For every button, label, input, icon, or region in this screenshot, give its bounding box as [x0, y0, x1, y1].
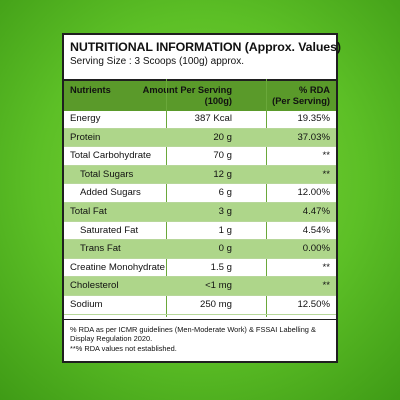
- nutrient-name: Total Sugars: [80, 168, 134, 180]
- nutrient-rda: **: [322, 150, 330, 162]
- nutrient-rda: 12.00%: [297, 187, 330, 199]
- nutrient-rda: 19.35%: [297, 113, 330, 124]
- header-amount-line1: Amount Per Serving: [142, 85, 232, 95]
- nutrient-amount: 250 mg: [200, 298, 232, 310]
- table-row: Sodium 250 mg 12.50%: [64, 296, 336, 315]
- nutrient-name: Protein: [70, 131, 101, 143]
- nutrient-name: Total Fat: [70, 205, 107, 217]
- nutrient-rda: 0.00%: [302, 243, 330, 255]
- header-amount: Amount Per Serving (100g): [143, 85, 232, 107]
- table-row: Trans Fat 0 g 0.00%: [64, 240, 336, 259]
- nutrient-amount: 1 g: [218, 224, 232, 236]
- serving-size: Serving Size : 3 Scoops (100g) approx.: [70, 56, 244, 67]
- table-row: Protein 20 g 37.03%: [64, 128, 336, 148]
- nutrient-amount: 12 g: [213, 168, 232, 180]
- nutrient-amount: 3 g: [218, 205, 232, 217]
- nutrient-name: Sodium: [70, 298, 103, 310]
- nutrient-rda: 12.50%: [297, 298, 330, 310]
- nutrient-amount: 6 g: [218, 187, 232, 199]
- column-divider: [166, 79, 167, 317]
- nutrient-rda: **: [322, 168, 330, 180]
- nutrient-name: Added Sugars: [80, 187, 141, 199]
- nutrient-rda: **: [322, 280, 330, 292]
- nutrient-rda: 37.03%: [297, 131, 330, 143]
- nutrient-amount: 20 g: [213, 131, 232, 143]
- table-row: Saturated Fat 1 g 4.54%: [64, 222, 336, 241]
- table-row: Energy 387 Kcal 19.35%: [64, 110, 336, 129]
- header-rda-line1: % RDA: [299, 85, 330, 95]
- nutrient-name: Creatine Monohydrate: [70, 261, 165, 273]
- nutrition-panel: NUTRITIONAL INFORMATION (Approx. Values)…: [62, 33, 341, 363]
- nutrient-name: Saturated Fat: [80, 224, 139, 236]
- nutrient-name: Total Carbohydrate: [70, 150, 152, 162]
- header-amount-line2: (100g): [204, 96, 232, 106]
- column-divider: [266, 79, 267, 317]
- nutrient-rda: 4.54%: [302, 224, 330, 236]
- footer-divider: [64, 319, 336, 320]
- table-header: Nutrients Amount Per Serving (100g) % RD…: [64, 79, 336, 111]
- nutrient-amount: 0 g: [218, 243, 232, 255]
- nutrient-amount: 70 g: [213, 150, 232, 162]
- panel-title: NUTRITIONAL INFORMATION (Approx. Values): [70, 40, 341, 54]
- nutrient-name: Energy: [70, 113, 101, 124]
- nutrient-table-body: Energy 387 Kcal 19.35% Protein 20 g 37.0…: [64, 110, 336, 315]
- table-row: Creatine Monohydrate 1.5 g **: [64, 259, 336, 278]
- header-rda-line2: (Per Serving): [272, 96, 330, 106]
- nutrient-amount: 387 Kcal: [194, 113, 232, 124]
- footnotes: % RDA as per ICMR guidelines (Men-Modera…: [70, 325, 332, 353]
- footnote-rda-source: % RDA as per ICMR guidelines (Men-Modera…: [70, 325, 316, 344]
- header-rda: % RDA (Per Serving): [272, 85, 330, 107]
- table-row: Total Fat 3 g 4.47%: [64, 202, 336, 222]
- table-row: Total Sugars 12 g **: [64, 165, 336, 185]
- nutrient-rda: **: [322, 261, 330, 273]
- table-row: Total Carbohydrate 70 g **: [64, 147, 336, 166]
- nutrient-amount: 1.5 g: [210, 261, 232, 273]
- nutrient-amount: <1 mg: [205, 280, 232, 292]
- header-nutrients: Nutrients: [70, 85, 111, 95]
- nutrient-name: Trans Fat: [80, 243, 121, 255]
- nutrient-rda: 4.47%: [302, 205, 330, 217]
- table-row: Added Sugars 6 g 12.00%: [64, 184, 336, 203]
- footnote-not-established: **% RDA values not established.: [70, 343, 177, 353]
- table-row: Cholesterol <1 mg **: [64, 277, 336, 296]
- nutrient-name: Cholesterol: [70, 280, 119, 292]
